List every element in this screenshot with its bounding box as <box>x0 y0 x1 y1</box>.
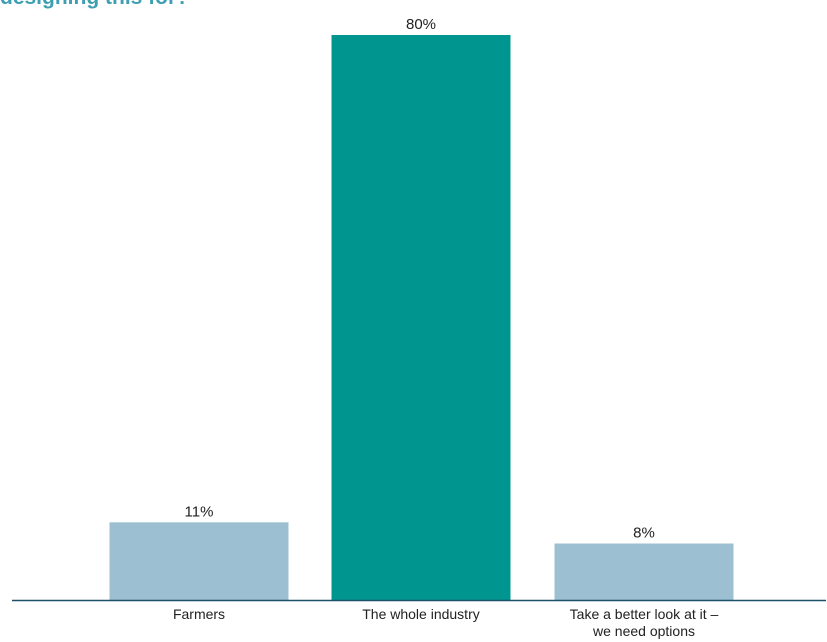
bar-2 <box>331 35 511 600</box>
category-label-1: Farmers <box>173 606 225 622</box>
category-label-line: we need options <box>592 623 695 639</box>
category-label-3: Take a better look at it – we need option… <box>570 606 719 639</box>
category-label-line: The whole industry <box>362 606 480 622</box>
category-label-line: Farmers <box>173 606 225 622</box>
bar-3 <box>554 543 734 600</box>
category-label-2: The whole industry <box>362 606 480 622</box>
bar-1 <box>109 522 289 600</box>
value-label-2: 80% <box>406 16 436 33</box>
value-label-1: 11% <box>185 503 214 520</box>
value-label-3: 8% <box>633 525 655 542</box>
chart-title: designing this for? <box>0 0 189 10</box>
category-label-line: Take a better look at it – <box>570 606 719 622</box>
